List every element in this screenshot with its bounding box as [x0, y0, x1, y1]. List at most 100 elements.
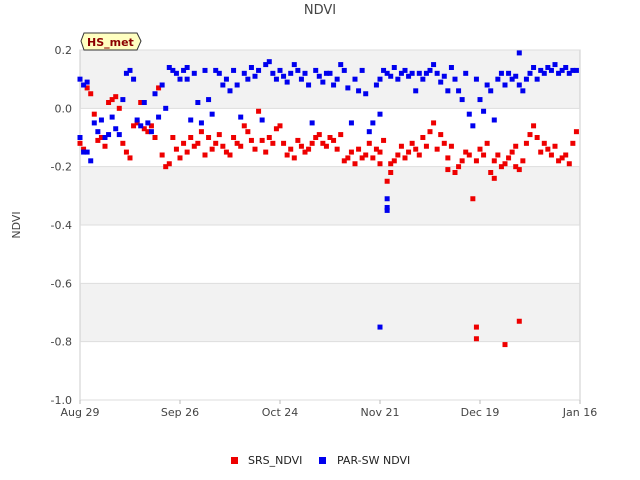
y-tick-label: -1.0	[51, 394, 72, 407]
data-point	[234, 140, 240, 146]
data-point	[309, 140, 315, 146]
legend-swatch-srs	[231, 457, 238, 464]
data-point	[141, 100, 147, 105]
data-point	[470, 123, 476, 129]
data-point	[434, 70, 440, 76]
data-point	[81, 146, 87, 152]
data-point	[438, 132, 444, 138]
series-srs-ndvi	[77, 85, 579, 348]
data-point	[427, 67, 433, 73]
y-tick-label: 0.0	[55, 102, 73, 115]
data-point	[473, 76, 479, 82]
data-point	[481, 152, 487, 158]
data-point	[466, 111, 472, 117]
data-point	[238, 114, 244, 120]
data-point	[388, 170, 394, 175]
data-point	[241, 123, 247, 129]
x-tick-label: Dec 19	[461, 406, 500, 419]
data-point	[81, 149, 87, 155]
data-point	[373, 146, 379, 152]
data-point	[459, 158, 465, 164]
data-point	[159, 82, 165, 88]
data-point	[138, 123, 144, 129]
data-point	[434, 146, 440, 152]
data-point	[498, 164, 504, 170]
data-point	[502, 161, 508, 167]
data-point	[227, 152, 233, 158]
data-point	[281, 140, 287, 146]
data-point	[152, 135, 158, 140]
data-point	[209, 111, 215, 117]
data-point	[359, 67, 365, 73]
data-point	[134, 117, 140, 123]
data-point	[84, 149, 90, 155]
data-point	[213, 67, 219, 73]
data-point	[552, 143, 558, 149]
data-point	[331, 82, 337, 88]
data-point	[384, 205, 390, 210]
data-point	[106, 132, 112, 138]
y-axis-label: NDVI	[10, 211, 23, 238]
data-point	[377, 149, 383, 155]
data-point	[206, 135, 212, 140]
data-point	[323, 143, 329, 149]
data-point	[356, 146, 362, 152]
data-point	[170, 135, 176, 140]
data-point	[84, 79, 90, 85]
data-point	[277, 67, 283, 73]
data-point	[495, 152, 501, 158]
data-point	[198, 129, 204, 135]
data-point	[127, 67, 133, 73]
data-point	[573, 129, 579, 135]
data-point	[431, 62, 437, 68]
data-point	[545, 65, 551, 70]
data-point	[531, 65, 537, 70]
data-point	[223, 76, 229, 82]
y-tick-label: -0.6	[51, 277, 72, 290]
x-tick-label: Sep 26	[161, 406, 199, 419]
data-point	[173, 146, 179, 152]
data-point	[402, 67, 408, 73]
data-point	[413, 146, 419, 152]
legend-label-srs: SRS_NDVI	[248, 454, 302, 467]
data-point	[348, 149, 354, 155]
data-point	[477, 146, 483, 152]
data-point	[177, 155, 183, 161]
data-point	[163, 164, 169, 170]
x-tick-label: Oct 24	[262, 406, 299, 419]
data-point	[388, 73, 394, 79]
data-point	[463, 149, 469, 155]
background-band	[80, 225, 580, 284]
legend-swatch-parsw	[319, 457, 326, 464]
data-point	[313, 67, 319, 73]
data-point	[366, 129, 372, 135]
y-axis-ticks: -1.0 -0.8 -0.6 -0.4 -0.2 0.0 0.2	[51, 44, 72, 407]
data-point	[438, 79, 444, 85]
data-point	[145, 129, 151, 135]
data-point	[477, 97, 483, 103]
data-point	[456, 88, 462, 94]
background-band	[80, 50, 580, 109]
data-point	[123, 149, 129, 155]
data-point	[102, 135, 108, 140]
data-point	[541, 70, 547, 76]
data-point	[473, 336, 479, 342]
data-point	[423, 70, 429, 76]
data-point	[181, 140, 187, 146]
data-point	[191, 70, 197, 76]
data-point	[352, 76, 358, 82]
data-point	[334, 76, 340, 82]
data-point	[145, 120, 151, 126]
data-point	[345, 85, 351, 91]
data-point	[241, 70, 247, 76]
data-point	[484, 82, 490, 88]
data-point	[216, 70, 222, 76]
data-point	[334, 146, 340, 152]
y-tick-label: -0.8	[51, 336, 72, 349]
data-point	[370, 120, 376, 126]
data-point	[306, 82, 312, 88]
data-point	[391, 158, 397, 164]
data-point	[556, 70, 562, 76]
data-point	[95, 129, 101, 135]
data-point	[384, 70, 390, 76]
